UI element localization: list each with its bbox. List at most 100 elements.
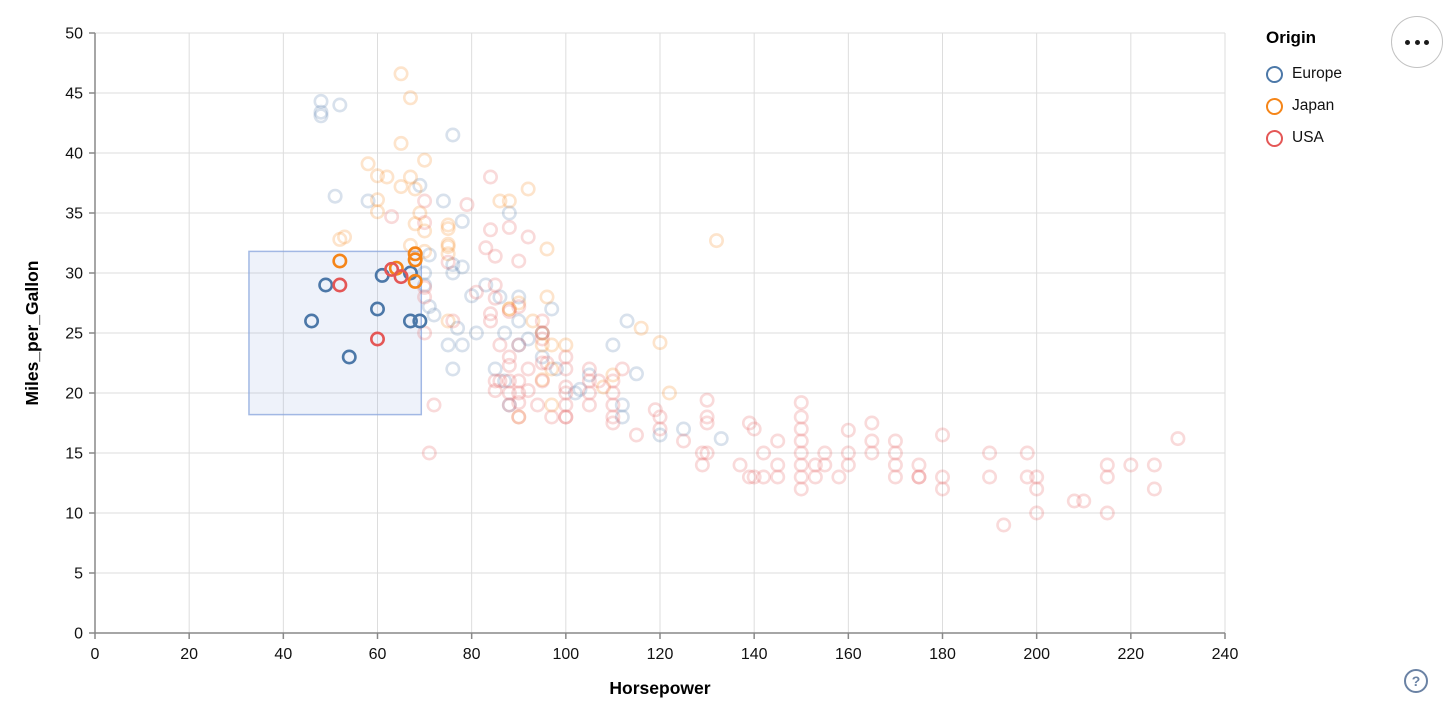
data-point-japan: [708, 233, 724, 249]
data-point-europe: [468, 325, 484, 341]
legend-swatch-icon: [1266, 97, 1283, 115]
data-point-usa: [732, 457, 748, 473]
data-point-europe: [421, 299, 437, 315]
data-point-usa: [647, 402, 663, 418]
data-point-usa: [793, 409, 809, 425]
data-point-europe: [501, 397, 517, 413]
data-point-europe: [313, 108, 329, 124]
data-point-usa: [887, 469, 903, 485]
selection-brush-rect[interactable]: [248, 250, 423, 416]
data-point-japan: [440, 217, 456, 233]
data-point-japan: [605, 367, 621, 383]
data-point-usa: [793, 433, 809, 449]
data-point-usa: [793, 481, 809, 497]
data-point-usa: [511, 385, 527, 401]
data-point-usa: [840, 457, 856, 473]
data-point-europe: [628, 366, 644, 382]
data-point-usa: [581, 373, 597, 389]
data-point-usa: [558, 349, 574, 365]
legend: Origin Europe Japan USA: [1266, 28, 1342, 154]
data-point-europe: [327, 188, 343, 204]
data-point-usa: [741, 415, 757, 431]
data-point-usa: [699, 409, 715, 425]
data-point-europe: [445, 257, 461, 273]
data-point-europe: [614, 409, 630, 425]
data-point-japan: [440, 313, 456, 329]
data-point-japan: [633, 320, 649, 336]
data-point-europe: [619, 313, 635, 329]
x-tick-label: 60: [369, 646, 387, 663]
data-point-europe: [652, 427, 668, 443]
data-point-usa: [887, 445, 903, 461]
legend-item-japan: Japan: [1266, 90, 1342, 122]
data-point-usa: [482, 306, 498, 322]
x-tick-label: 40: [274, 646, 292, 663]
data-point-usa: [511, 253, 527, 269]
data-point-japan: [393, 179, 409, 195]
data-point-usa: [501, 373, 517, 389]
data-point-usa: [534, 331, 550, 347]
data-point-usa: [911, 457, 927, 473]
x-tick-label: 180: [929, 646, 956, 663]
data-point-usa: [511, 337, 527, 353]
data-point-usa: [807, 457, 823, 473]
data-point-europe: [332, 97, 348, 113]
data-point-usa: [770, 469, 786, 485]
data-point-europe: [450, 320, 466, 336]
chart-actions-button[interactable]: [1391, 16, 1443, 68]
data-point-europe: [464, 288, 480, 304]
data-point-japan: [440, 246, 456, 262]
data-point-selected-japan: [407, 252, 423, 268]
data-point-usa: [1029, 481, 1045, 497]
data-point-europe: [440, 337, 456, 353]
data-point-usa: [558, 409, 574, 425]
data-point-europe: [445, 127, 461, 143]
data-point-usa: [605, 415, 621, 431]
data-point-usa: [831, 469, 847, 485]
x-tick-label: 200: [1023, 646, 1050, 663]
data-point-japan: [393, 135, 409, 151]
data-point-europe: [445, 361, 461, 377]
data-point-europe: [511, 313, 527, 329]
data-point-usa: [770, 433, 786, 449]
data-point-europe: [412, 177, 428, 193]
data-point-usa: [482, 169, 498, 185]
data-point-usa: [417, 289, 433, 305]
data-point-selected-usa: [384, 261, 400, 277]
data-point-usa: [534, 355, 550, 371]
data-point-usa: [887, 433, 903, 449]
data-point-japan: [402, 90, 418, 106]
data-point-japan: [440, 236, 456, 252]
y-tick-label: 10: [65, 506, 83, 523]
data-point-europe: [417, 265, 433, 281]
legend-label: Japan: [1292, 97, 1335, 114]
data-point-usa: [520, 361, 536, 377]
data-point-japan: [412, 205, 428, 221]
data-point-japan: [539, 289, 555, 305]
data-point-japan: [534, 372, 550, 388]
data-point-usa: [793, 457, 809, 473]
data-point-europe: [313, 104, 329, 120]
data-point-europe: [520, 331, 536, 347]
data-point-usa: [534, 313, 550, 329]
data-point-usa: [840, 422, 856, 438]
data-point-usa: [501, 219, 517, 235]
data-point-europe: [454, 213, 470, 229]
y-tick-label: 40: [65, 146, 83, 163]
data-point-usa: [746, 421, 762, 437]
data-point-usa: [591, 373, 607, 389]
help-icon[interactable]: ?: [1404, 669, 1428, 693]
data-point-usa: [614, 361, 630, 377]
x-tick-label: 160: [835, 646, 862, 663]
data-point-usa: [501, 349, 517, 365]
data-point-japan: [492, 193, 508, 209]
data-point-usa: [1029, 469, 1045, 485]
data-point-usa: [1019, 445, 1035, 461]
legend-label: Europe: [1292, 65, 1342, 82]
data-point-usa: [487, 248, 503, 264]
data-point-europe: [713, 431, 729, 447]
data-point-selected-usa: [393, 269, 409, 285]
data-point-europe: [581, 367, 597, 383]
data-point-usa: [628, 427, 644, 443]
